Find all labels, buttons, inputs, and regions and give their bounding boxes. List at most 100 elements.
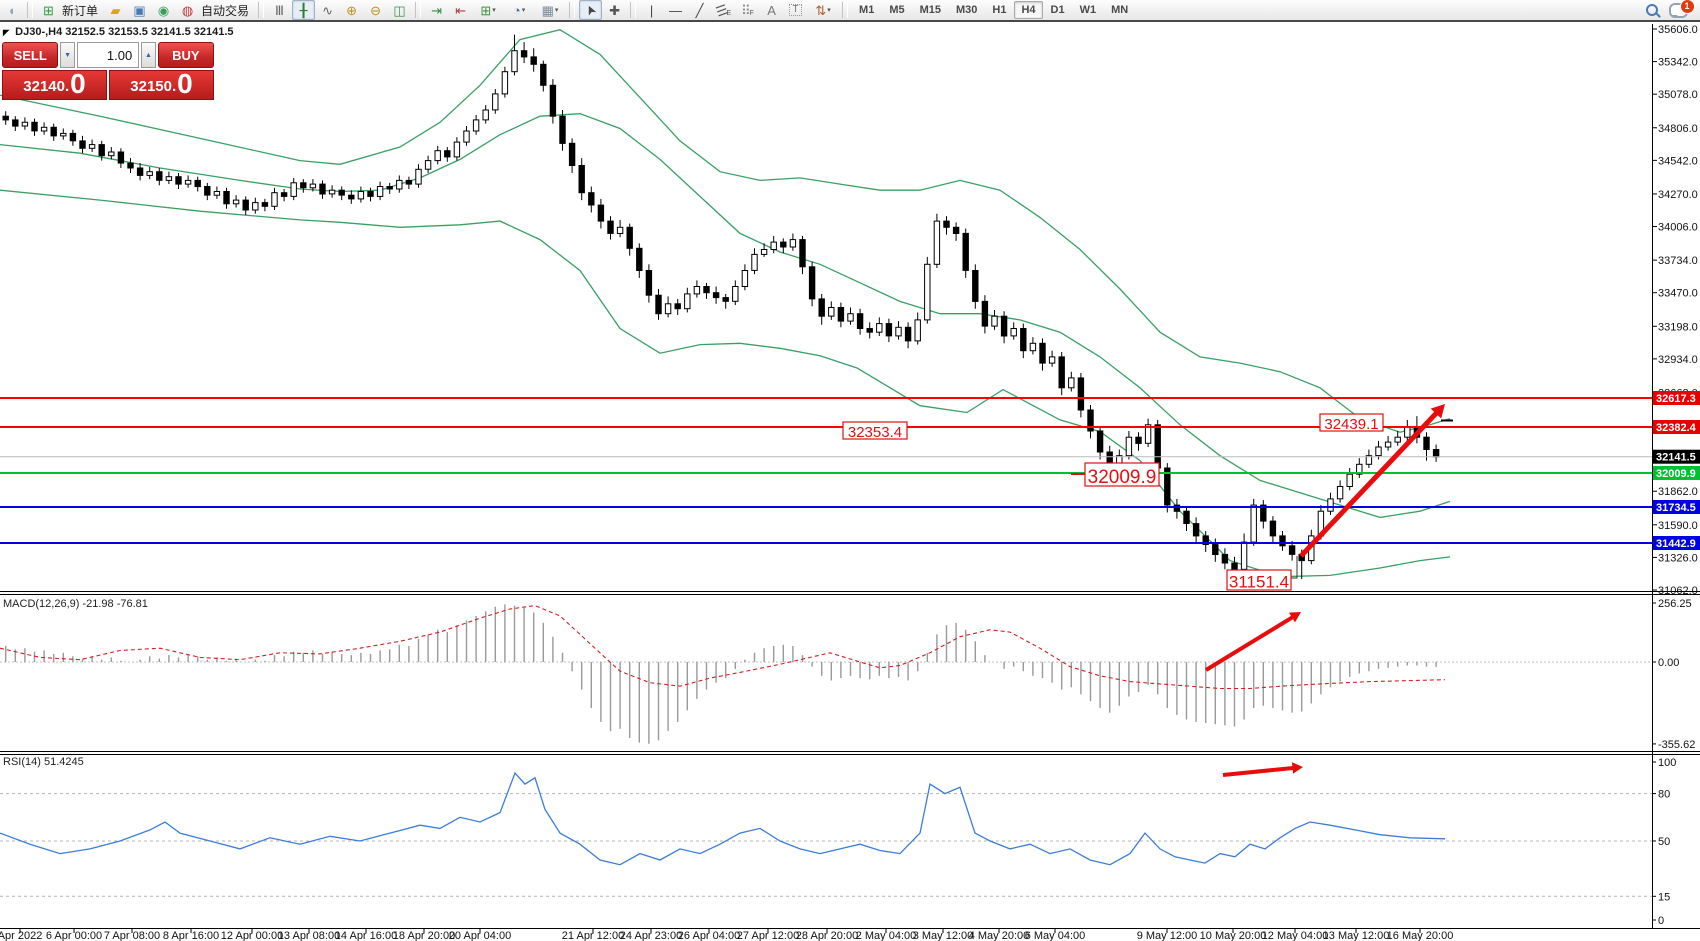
line-chart-icon-glyph: ∿	[322, 2, 333, 18]
svg-text:-355.62: -355.62	[1658, 739, 1695, 751]
macd-panel	[0, 604, 1446, 744]
terminal-icon[interactable]: ▣	[128, 0, 151, 20]
auto-trading-button[interactable]: 自动交易	[201, 3, 250, 18]
svg-text:9 May 12:00: 9 May 12:00	[1137, 930, 1198, 941]
bollinger-upper	[0, 29, 1451, 433]
svg-text:21 Apr 12:00: 21 Apr 12:00	[562, 930, 624, 941]
svg-text:35606.0: 35606.0	[1658, 24, 1698, 36]
text-label-icon-glyph: T	[789, 4, 802, 16]
toolbar-separator	[569, 2, 576, 18]
zoom-out-icon-glyph: ⊖	[370, 2, 381, 18]
periods-icon[interactable]: ◔ ▾	[504, 0, 534, 20]
new-order-icon[interactable]: ⊞	[37, 0, 60, 20]
arrows-icon-dropdown[interactable]: ▾	[827, 7, 831, 14]
horizontal-line-icon[interactable]: —	[664, 0, 687, 20]
timeframe-m5[interactable]: M5	[889, 4, 905, 16]
bar-chart-icon[interactable]: Ⅲ	[268, 0, 291, 20]
chart-shift-icon-glyph: ⇥	[431, 2, 442, 18]
volume-increase-button[interactable]: ▲	[141, 42, 156, 68]
new-order-button[interactable]: 新订单	[62, 3, 99, 18]
chat-notifications-icon[interactable]: 1	[1664, 0, 1700, 20]
timeframe-w1[interactable]: W1	[1079, 4, 1097, 16]
volume-decrease-button[interactable]: ▼	[60, 42, 75, 68]
signal-icon[interactable]: ◉	[152, 0, 175, 20]
svg-text:34270.0: 34270.0	[1658, 189, 1698, 201]
macd-indicator-label: MACD(12,26,9) -21.98 -76.81	[3, 598, 148, 610]
templates-icon[interactable]: ▦ ▾	[535, 0, 565, 20]
periods-icon-dropdown[interactable]: ▾	[521, 7, 526, 14]
svg-text:3 May 12:00: 3 May 12:00	[913, 930, 974, 941]
indicators-icon-dropdown[interactable]: ▾	[492, 7, 496, 14]
search-glass	[1645, 4, 1658, 16]
zoom-in-icon[interactable]: ⊕	[340, 0, 363, 20]
svg-text:10 May 20:00: 10 May 20:00	[1200, 930, 1267, 941]
timeframe-mn[interactable]: MN	[1111, 4, 1129, 16]
svg-text:6 May 04:00: 6 May 04:00	[1025, 930, 1086, 941]
timeframe-m1[interactable]: M1	[859, 4, 875, 16]
text-icon[interactable]: A	[760, 0, 783, 20]
svg-text:31326.0: 31326.0	[1658, 552, 1698, 564]
equidistant-channel-icon-sub: E	[726, 10, 732, 17]
trendline-icon[interactable]: ╱	[688, 0, 711, 20]
svg-text:0: 0	[1658, 915, 1664, 927]
svg-text:31734.5: 31734.5	[1656, 502, 1696, 514]
zoom-in-icon-glyph: ⊕	[346, 2, 357, 18]
search-icon[interactable]	[1640, 0, 1663, 20]
text-icon-glyph: A	[767, 2, 776, 18]
candlestick-chart-icon-glyph: ╂	[299, 2, 308, 18]
auto-trading-icon[interactable]: ◍	[176, 0, 199, 20]
svg-text:33198.0: 33198.0	[1658, 321, 1698, 333]
zoom-out-icon[interactable]: ⊖	[364, 0, 387, 20]
equidistant-channel-icon[interactable]: ☰ E	[712, 0, 735, 20]
toolbar-separator	[630, 2, 637, 18]
bollinger-bands	[0, 29, 1451, 578]
svg-text:20 Apr 04:00: 20 Apr 04:00	[449, 930, 511, 941]
svg-text:12 Apr 00:00: 12 Apr 00:00	[221, 930, 283, 941]
symbol-ohlc-text: DJ30-,H4 32152.5 32153.5 32141.5 32141.5	[15, 26, 234, 38]
history-center-icon-glyph: ▰	[110, 2, 121, 18]
svg-text:8 Apr 16:00: 8 Apr 16:00	[163, 930, 219, 941]
vertical-line-icon[interactable]: |	[640, 0, 663, 20]
periods-icon-glyph: ◔	[512, 2, 521, 18]
sell-price-big-digit: 0	[70, 68, 86, 100]
svg-text:32009.9: 32009.9	[1088, 467, 1157, 488]
svg-text:35078.0: 35078.0	[1658, 89, 1698, 101]
timeframe-m30[interactable]: M30	[956, 4, 978, 16]
timeframe-h1[interactable]: H1	[992, 4, 1007, 16]
edge-cut-icon-glyph: ◖	[7, 2, 16, 18]
timeframe-m15[interactable]: M15	[919, 4, 941, 16]
sell-price-display[interactable]: 32140. 0	[2, 70, 107, 100]
sell-button[interactable]: SELL	[2, 42, 59, 68]
notification-badge: 1	[1679, 0, 1695, 14]
arrows-icon[interactable]: ⇅ ▾	[808, 0, 838, 20]
auto-scroll-icon[interactable]: ⇤	[449, 0, 472, 20]
fibonacci-icon-glyph: ⠿	[741, 2, 751, 18]
indicators-icon[interactable]: ⊞ ▾	[473, 0, 503, 20]
templates-icon-dropdown[interactable]: ▾	[554, 7, 559, 14]
timeframe-h4[interactable]: H4	[1014, 1, 1043, 19]
chart-shift-icon[interactable]: ⇥	[425, 0, 448, 20]
cursor-icon[interactable]: ➤	[579, 0, 603, 20]
cursor-icon-glyph: ➤	[581, 1, 600, 19]
line-chart-icon[interactable]: ∿	[316, 0, 339, 20]
buy-price-display[interactable]: 32150. 0	[109, 70, 214, 100]
timeframe-d1[interactable]: D1	[1050, 4, 1065, 16]
edge-cut-icon[interactable]: ◖	[0, 0, 23, 20]
history-center-icon[interactable]: ▰	[104, 0, 127, 20]
toolbar-separator	[415, 2, 422, 18]
text-label-icon[interactable]: T	[784, 0, 807, 20]
fibonacci-icon[interactable]: ⠿ F	[736, 0, 759, 20]
candlestick-chart-icon[interactable]: ╂	[292, 0, 316, 20]
svg-text:14 Apr 16:00: 14 Apr 16:00	[335, 930, 397, 941]
bar-chart-icon-glyph: Ⅲ	[275, 2, 285, 18]
crosshair-icon[interactable]: ✚	[603, 0, 626, 20]
svg-text:6 Apr 00:00: 6 Apr 00:00	[46, 930, 102, 941]
buy-button[interactable]: BUY	[157, 42, 215, 68]
bollinger-lower	[0, 189, 1451, 578]
volume-input[interactable]: 1.00	[76, 42, 140, 68]
auto-trading-icon-glyph: ◍	[181, 2, 194, 18]
tile-windows-icon[interactable]: ◫	[388, 0, 411, 20]
vertical-line-icon-glyph: |	[649, 2, 654, 18]
svg-text:31151.4: 31151.4	[1229, 573, 1289, 592]
